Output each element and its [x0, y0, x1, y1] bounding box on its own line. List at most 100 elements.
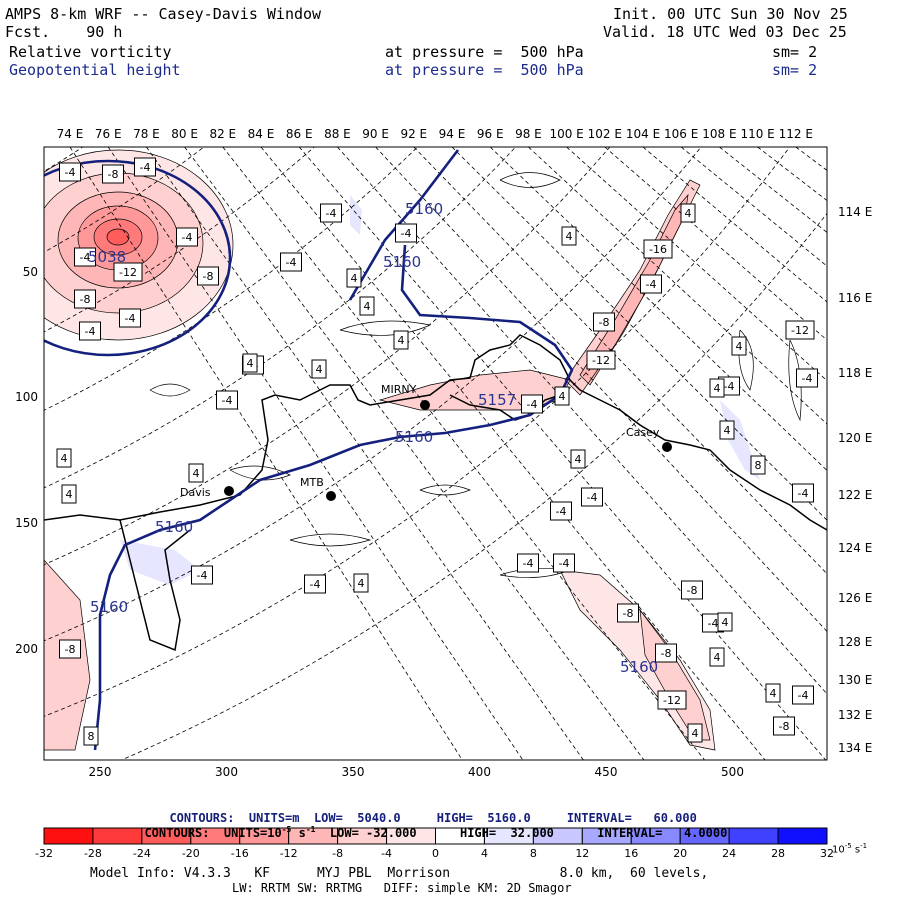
vorticity-label: -4 — [304, 574, 326, 594]
top-lon-label: 90 E — [362, 127, 389, 141]
svg-text:-4: -4 — [523, 557, 534, 570]
right-lon-label: 118 E — [838, 366, 872, 380]
svg-text:-8: -8 — [65, 643, 76, 656]
colorbar-tick-label: -8 — [332, 847, 343, 860]
colorbar-tick-label: -28 — [84, 847, 102, 860]
colorbar-units-exp2: -1 — [860, 842, 868, 850]
colorbar-tick-label: 12 — [575, 847, 589, 860]
vorticity-label: -4 — [216, 390, 238, 410]
left-grid-label: 200 — [15, 642, 38, 656]
vorticity-labels: -4-8-4-4-12-8-8-4-4-4444-44-44-4-12-16-4… — [56, 157, 818, 746]
low-center-label: 5038 — [88, 248, 126, 266]
top-lon-label: 86 E — [286, 127, 313, 141]
svg-text:-4: -4 — [559, 557, 570, 570]
parallel-line — [44, 147, 790, 717]
vorticity-label: -8 — [773, 716, 795, 736]
valid-time: Valid. 18 UTC Wed 03 Dec 25 — [603, 23, 847, 41]
vorticity-label: 4 — [56, 448, 72, 468]
height-contour-info: CONTOURS: UNITS=m LOW= 5040.0 HIGH= 5160… — [155, 797, 696, 825]
field2-smoothing: sm= 2 — [772, 61, 818, 79]
small-contour-4 — [289, 533, 372, 547]
small-contour-3 — [419, 484, 471, 496]
cyclone-contour-6 — [106, 228, 130, 246]
vorticity-label: 4 — [554, 386, 570, 406]
vort-contour-exp: -5 — [281, 825, 292, 834]
init-time: Init. 00 UTC Sun 30 Nov 25 — [613, 5, 848, 23]
vorticity-label: -4 — [79, 321, 101, 341]
colorbar-tick-label: -20 — [182, 847, 200, 860]
right-lon-label: 128 E — [838, 635, 872, 649]
bottom-grid-labels: 250 300 350 400 450 500 — [89, 765, 744, 779]
meridian-line — [757, 147, 827, 202]
vort-contour-low: LOW= -32.000 — [315, 826, 417, 840]
svg-text:-4: -4 — [587, 491, 598, 504]
meridian-line — [489, 147, 827, 472]
colorbar-tick-label: -16 — [231, 847, 249, 860]
top-lon-label: 108 E — [702, 127, 736, 141]
meridian-line — [795, 147, 827, 171]
svg-text:-4: -4 — [182, 231, 193, 244]
vorticity-label: -12 — [657, 690, 687, 710]
vort-contour-info: CONTOURS: UNITS=10-5 s-1 LOW= -32.000 HI… — [130, 811, 727, 840]
svg-text:4: 4 — [316, 363, 323, 376]
vorticity-label: -4 — [59, 162, 81, 182]
vorticity-label: -12 — [785, 320, 815, 340]
vorticity-label: -4 — [119, 308, 141, 328]
field1-smoothing: sm= 2 — [772, 43, 818, 61]
svg-text:-8: -8 — [779, 720, 790, 733]
meridian-line — [834, 147, 900, 760]
top-longitude-labels: 74 E 76 E 78 E 80 E 82 E 84 E 86 E 88 E 90 E 92 E… — [57, 127, 813, 141]
colorbar-tick-label: 4 — [481, 847, 488, 860]
top-lon-label: 76 E — [95, 127, 122, 141]
colorbar-swatch — [43, 827, 94, 845]
height-contour-main — [93, 244, 574, 751]
bottom-grid-label: 350 — [342, 765, 365, 779]
top-lon-label: 110 E — [740, 127, 774, 141]
station-dot-mtb — [326, 491, 336, 501]
station-label-mirny: MIRNY — [381, 383, 417, 396]
map-title: AMPS 8-km WRF -- Casey-Davis Window — [5, 5, 322, 23]
vorticity-label: 4 — [719, 420, 735, 440]
meridian-line — [260, 147, 766, 760]
stations: Davis MTB MIRNY Casey — [180, 383, 672, 501]
meridian-line — [451, 147, 827, 521]
top-lon-label: 78 E — [133, 127, 160, 141]
cyclone-contour-1 — [44, 149, 234, 341]
top-lon-label: 100 E — [549, 127, 583, 141]
height-label: 5160 — [90, 598, 128, 616]
station-label-davis: Davis — [180, 486, 211, 499]
svg-text:-12: -12 — [119, 266, 137, 279]
svg-text:4: 4 — [66, 488, 73, 501]
top-lon-label: 104 E — [626, 127, 660, 141]
top-lon-label: 112 E — [779, 127, 813, 141]
vorticity-label: -4 — [517, 553, 539, 573]
top-lon-label: 82 E — [209, 127, 236, 141]
vorticity-label: -4 — [320, 203, 342, 223]
model-info-physics: LW: RRTM SW: RRTMG DIFF: simple KM: 2D S… — [232, 881, 572, 895]
vorticity-label: -4 — [640, 274, 662, 294]
shade-southwest-left — [120, 540, 200, 585]
shade-northwest-positive — [350, 195, 362, 235]
colorbar-units: 10-5 s-1 — [832, 842, 867, 855]
colorbar-units-base: 10 — [832, 844, 845, 856]
svg-text:-4: -4 — [125, 312, 136, 325]
vorticity-label: 4 — [709, 647, 725, 667]
svg-text:-16: -16 — [649, 243, 667, 256]
svg-text:4: 4 — [722, 616, 729, 629]
svg-text:4: 4 — [714, 651, 721, 664]
streak-contour-sw — [44, 559, 91, 751]
colorbar-tick-label: 20 — [673, 847, 687, 860]
station-dot-casey — [662, 442, 672, 452]
svg-text:-4: -4 — [65, 166, 76, 179]
meridian-line — [872, 147, 900, 760]
svg-text:-4: -4 — [798, 689, 809, 702]
colorbar-tick-label: -32 — [35, 847, 53, 860]
colorbar-tick-label: 32 — [820, 847, 834, 860]
vorticity-label: 4 — [393, 330, 409, 350]
vorticity-label: 4 — [570, 449, 586, 469]
svg-text:4: 4 — [358, 577, 365, 590]
svg-text:-4: -4 — [310, 578, 321, 591]
small-contour-5 — [339, 320, 432, 336]
svg-text:4: 4 — [559, 390, 566, 403]
